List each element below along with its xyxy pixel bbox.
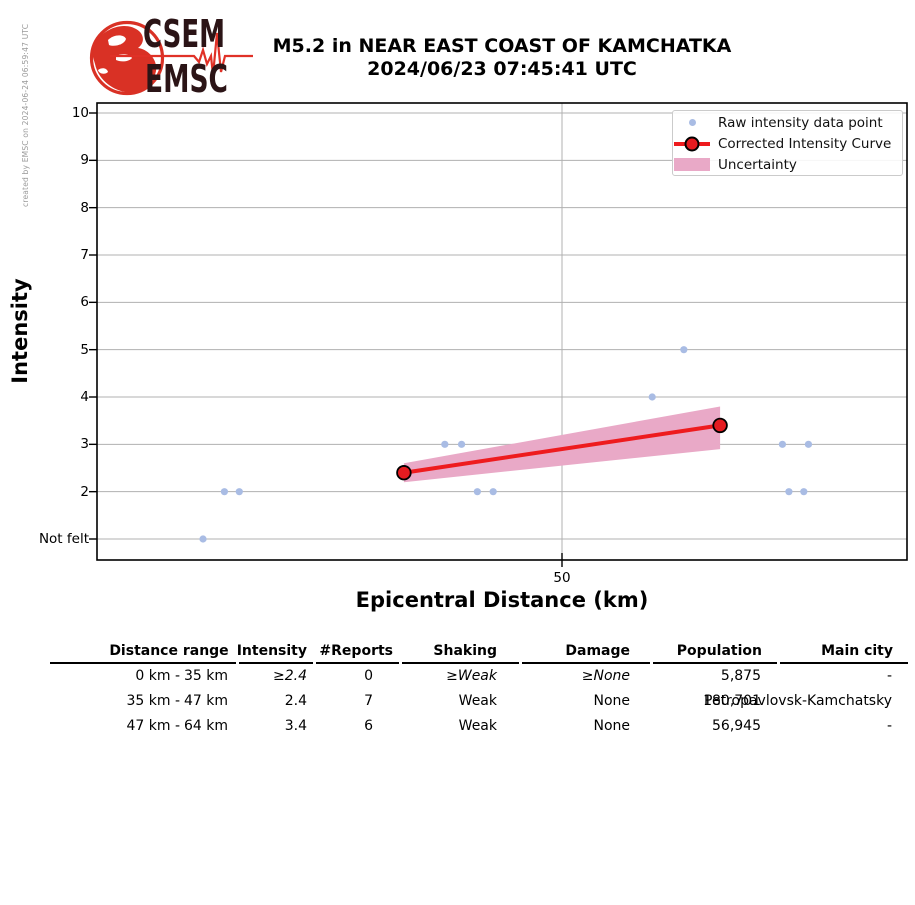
table-cell-damage: None xyxy=(593,718,630,734)
y-tick-label: 10 xyxy=(71,105,89,121)
y-axis-label: Intensity xyxy=(8,278,32,384)
raw-data-point xyxy=(473,488,481,496)
emsc-logo: CSEM EMSC xyxy=(89,12,253,101)
legend-item: Uncertainty xyxy=(673,154,902,175)
table-cell-main_city: - xyxy=(886,668,892,684)
dot-icon xyxy=(688,119,696,126)
legend-item: Raw intensity data point xyxy=(673,112,902,133)
table-cell-shaking: Weak xyxy=(458,718,497,734)
table-cell-range_from: 35 km - xyxy=(126,693,180,709)
raw-data-point xyxy=(199,535,207,543)
table-header-rule xyxy=(239,662,313,664)
table-cell-reports: 7 xyxy=(364,693,373,709)
table-cell-range_from: 0 km - xyxy=(135,668,180,684)
table-cell-range_to: 64 km xyxy=(183,718,228,734)
y-tick-label: 3 xyxy=(80,436,89,453)
table-header: Distance range xyxy=(109,643,229,659)
logo-emsc-text: EMSC xyxy=(145,57,228,101)
title-line-2: 2024/06/23 07:45:41 UTC xyxy=(367,58,637,80)
globe-continents xyxy=(92,26,157,93)
corrected-curve-marker xyxy=(396,465,412,481)
table-cell-reports: 6 xyxy=(364,718,373,734)
y-tick-label: 4 xyxy=(80,389,89,405)
table-cell-intensity: ≥2.4 xyxy=(273,668,307,684)
legend-label: Uncertainty xyxy=(718,156,797,173)
seismogram-icon xyxy=(110,32,253,76)
raw-data-point xyxy=(235,488,243,496)
raw-data-point xyxy=(800,488,808,496)
raw-data-point xyxy=(489,488,497,496)
corrected-curve xyxy=(403,423,721,475)
table-cell-main_city: Petropavlovsk-Kamchatsky xyxy=(704,693,892,709)
table-header-rule xyxy=(316,662,399,664)
x-tick-label: 50 xyxy=(553,570,571,586)
y-tick-label: Not felt xyxy=(38,531,89,547)
table-cell-population: 180,701 xyxy=(703,693,761,709)
table-cell-intensity: 3.4 xyxy=(284,718,307,734)
raw-point-legend-icon xyxy=(673,119,711,126)
patch-icon xyxy=(674,158,710,171)
table-cell-intensity: 2.4 xyxy=(284,693,307,709)
x-axis-label: Epicentral Distance (km) xyxy=(355,588,649,612)
raw-data-point xyxy=(680,346,688,354)
y-tick-label: 8 xyxy=(80,199,89,216)
intensity-chart xyxy=(89,102,908,567)
table-cell-shaking: Weak xyxy=(458,693,497,709)
corrected-curve-marker xyxy=(712,417,728,434)
table-cell-population: 56,945 xyxy=(712,718,761,734)
raw-data-point xyxy=(785,488,793,496)
title-line-1: M5.2 in NEAR EAST COAST OF KAMCHATKA xyxy=(272,35,732,57)
y-tick-label: 7 xyxy=(80,247,89,263)
raw-data-point xyxy=(220,488,229,496)
y-tick-label: 2 xyxy=(80,483,89,500)
circle-marker-icon xyxy=(684,136,700,151)
uncertainty-legend-icon xyxy=(673,158,711,171)
uncertainty-band xyxy=(403,406,721,483)
table-header-rule xyxy=(50,662,236,664)
table-header-rule xyxy=(402,662,519,664)
raw-data-point xyxy=(778,440,787,448)
raw-data-point xyxy=(648,393,656,401)
table-header-rule xyxy=(522,662,650,664)
curve-legend-icon xyxy=(673,136,711,151)
chart-title: M5.2 in NEAR EAST COAST OF KAMCHATKA 202… xyxy=(97,35,907,81)
table-cell-population: 5,875 xyxy=(720,668,761,684)
table-cell-range_from: 47 km - xyxy=(126,718,180,734)
y-tick-label: 6 xyxy=(80,294,89,311)
table-header: Intensity xyxy=(236,643,307,659)
table-cell-reports: 0 xyxy=(364,668,373,684)
line-icon xyxy=(674,136,710,151)
table-cell-range_to: 35 km xyxy=(183,668,228,684)
legend-item: Corrected Intensity Curve xyxy=(673,133,902,154)
table-header-rule xyxy=(780,662,908,664)
table-header-rule xyxy=(653,662,777,664)
table-cell-damage: ≥None xyxy=(581,668,630,684)
raw-data-point xyxy=(457,440,466,448)
table-cell-damage: None xyxy=(593,693,630,709)
raw-data-point xyxy=(804,440,813,448)
chart-legend: Raw intensity data point Corrected Intens… xyxy=(672,110,903,176)
created-by-credit: created by EMSC on 2024-06-24 06:59:47 U… xyxy=(21,23,30,207)
logo-csem-text: CSEM xyxy=(143,12,225,56)
table-header: Main city xyxy=(821,643,893,659)
legend-label: Corrected Intensity Curve xyxy=(718,135,892,152)
legend-label: Raw intensity data point xyxy=(718,114,883,131)
y-tick-label: 9 xyxy=(80,152,89,169)
table-cell-main_city: - xyxy=(886,718,892,734)
table-header: Damage xyxy=(565,643,630,659)
plot-border xyxy=(96,102,908,561)
table-cell-shaking: ≥Weak xyxy=(446,668,497,684)
raw-data-point xyxy=(441,440,449,448)
y-tick-label: 5 xyxy=(80,341,89,358)
table-header: #Reports xyxy=(319,643,393,659)
table-header: Population xyxy=(676,643,762,659)
table-cell-range_to: 47 km xyxy=(183,693,228,709)
table-header: Shaking xyxy=(433,643,497,659)
